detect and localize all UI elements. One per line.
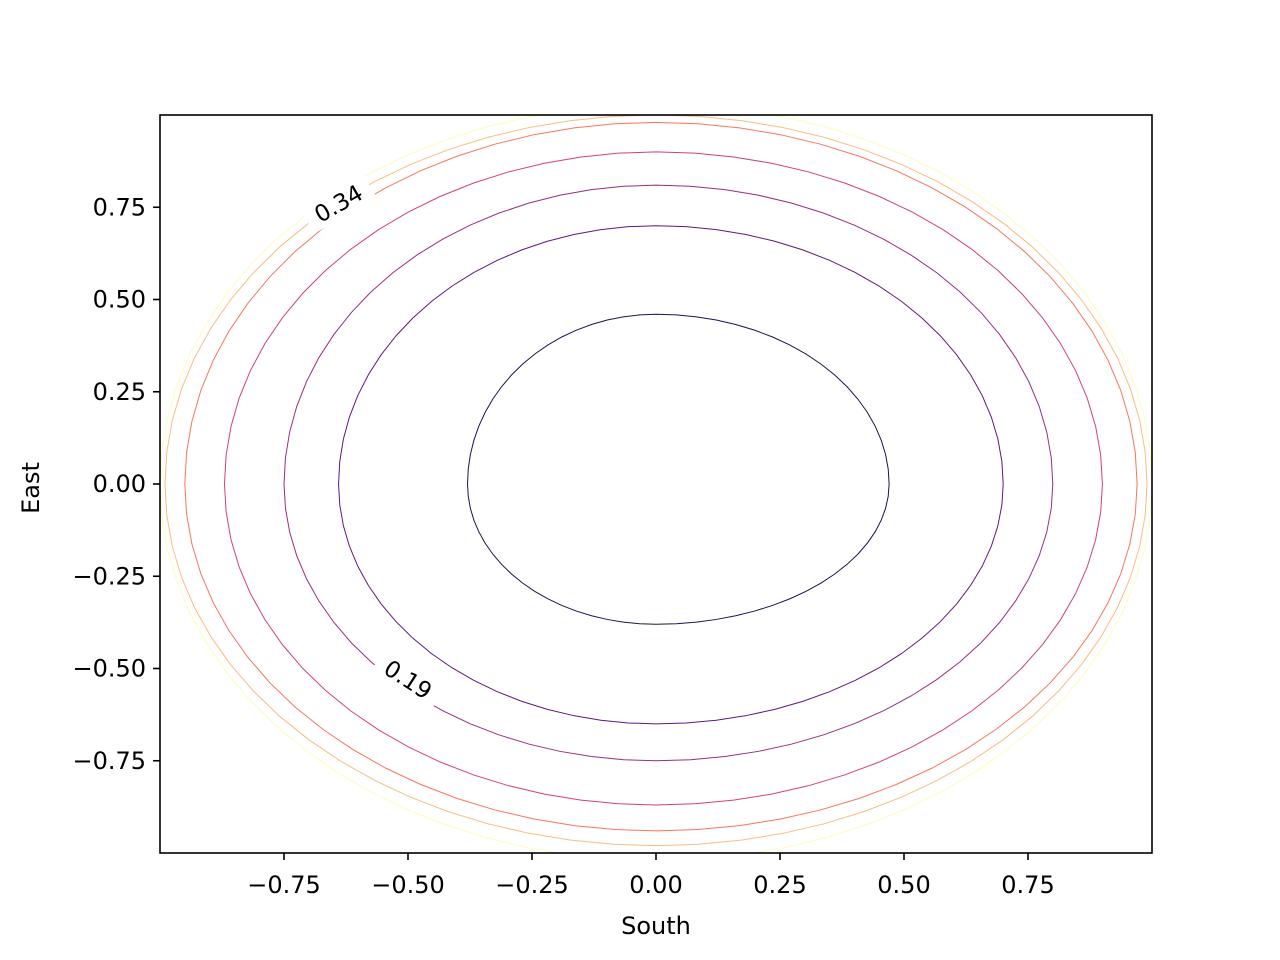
y-tick-label: −0.25 xyxy=(72,562,146,590)
x-tick-label: −0.75 xyxy=(247,871,321,899)
contour-line-2 xyxy=(283,184,1054,762)
y-tick-label: 0.50 xyxy=(93,286,146,314)
y-tick-label: 0.25 xyxy=(93,378,146,406)
x-tick-label: −0.25 xyxy=(495,871,569,899)
x-tick-label: 0.50 xyxy=(877,871,930,899)
x-tick-label: 0.25 xyxy=(753,871,806,899)
contour-line-6 xyxy=(160,115,1152,853)
contour-label-gap-1 xyxy=(370,648,446,711)
x-tick-label: 0.75 xyxy=(1001,871,1054,899)
contour-line-0 xyxy=(467,313,890,625)
y-axis-label: East xyxy=(17,462,45,514)
y-tick-label: 0.00 xyxy=(93,470,146,498)
contour-line-3 xyxy=(223,151,1103,806)
contour-lines xyxy=(160,115,1152,853)
y-tick-label: 0.75 xyxy=(93,193,146,221)
x-axis-label: South xyxy=(621,912,691,940)
y-axis: 0.75 0.50 0.25 0.00 −0.25 −0.50 −0.75 xyxy=(72,193,160,775)
x-tick-label: −0.50 xyxy=(371,871,445,899)
contour-label-gap-0 xyxy=(300,173,377,234)
y-tick-label: −0.75 xyxy=(72,747,146,775)
contour-line-1 xyxy=(338,225,1004,725)
x-axis: −0.75 −0.50 −0.25 0.00 0.25 0.50 0.75 xyxy=(247,853,1055,899)
contour-line-4 xyxy=(184,121,1138,832)
contour-line-5 xyxy=(164,115,1148,847)
x-tick-label: 0.00 xyxy=(629,871,682,899)
y-tick-label: −0.50 xyxy=(72,655,146,683)
